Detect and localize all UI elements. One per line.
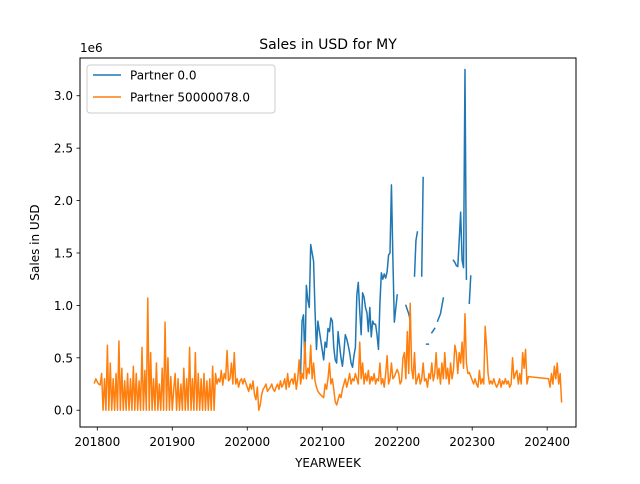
legend-frame: [86, 64, 276, 114]
x-axis: 201800 201900 202000 202100 202200 202300 2024…: [74, 427, 570, 449]
x-axis-label: YEARWEEK: [294, 456, 362, 470]
plot-frame: [79, 57, 577, 428]
series-0-segment-3: [420, 176, 424, 277]
y-tick-label: 0.0: [54, 404, 73, 418]
series-layer: [93, 68, 563, 411]
x-tick-label: 202200: [374, 435, 420, 449]
y-tick-label: 2.0: [54, 194, 73, 208]
series-1: [93, 297, 563, 411]
y-axis-label: Sales in USD: [28, 204, 42, 280]
y-tick-label: 2.5: [54, 142, 73, 156]
series-0-segment-0: [298, 184, 399, 375]
series-0-segment-2: [413, 231, 419, 277]
x-tick-label: 202300: [449, 435, 495, 449]
y-tick-label: 3.0: [54, 89, 73, 103]
y-axis: 0.0 0.5 1.0 1.5 2.0 2.5 3.0: [54, 89, 80, 418]
y-tick-label: 1.5: [54, 246, 73, 260]
x-tick-label: 202400: [524, 435, 570, 449]
series-0-segment-7: [452, 68, 468, 280]
series-1-segment-0: [93, 297, 563, 411]
legend: Partner 0.0 Partner 50000078.0: [86, 64, 276, 114]
y-tick-label: 1.0: [54, 299, 73, 313]
plot-area: [80, 58, 576, 427]
x-tick-label: 201800: [74, 435, 120, 449]
series-0-segment-6: [436, 297, 445, 323]
x-tick-label: 202000: [224, 435, 270, 449]
series-0-segment-8: [468, 275, 472, 305]
legend-label-partner-50000078: Partner 50000078.0: [130, 91, 250, 105]
series-0-segment-5: [430, 327, 436, 334]
x-tick-label: 201900: [149, 435, 195, 449]
series-0: [298, 68, 472, 375]
chart-title: Sales in USD for MY: [259, 37, 397, 53]
y-tick-label: 0.5: [54, 351, 73, 365]
legend-label-partner-0: Partner 0.0: [130, 69, 197, 83]
x-tick-label: 202100: [299, 435, 345, 449]
y-offset-label: 1e6: [80, 41, 103, 55]
